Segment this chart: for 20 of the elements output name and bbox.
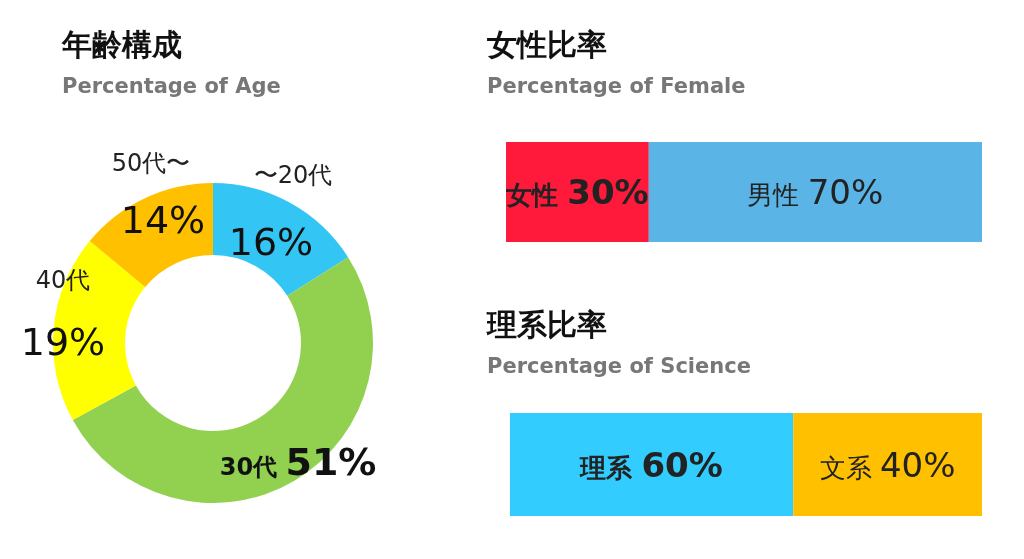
slice-label: 30代 bbox=[219, 452, 286, 481]
chart-title: 女性比率 bbox=[486, 27, 607, 62]
data-label: 70% bbox=[807, 172, 884, 212]
chart-title: 理系比率 bbox=[486, 307, 607, 342]
series-label: 理系 bbox=[579, 452, 642, 483]
data-label: 40% bbox=[879, 444, 956, 485]
chart-subtitle: Percentage of Age bbox=[62, 74, 281, 98]
series-label: 女性 bbox=[505, 180, 568, 210]
slice-label: 50代〜 bbox=[111, 149, 191, 177]
chart-subtitle: Percentage of Science bbox=[487, 354, 751, 378]
chart-subtitle: Percentage of Female bbox=[487, 74, 746, 98]
data-label: 16% bbox=[228, 220, 314, 264]
data-label: 60% bbox=[641, 444, 723, 485]
series-label: 男性 bbox=[747, 180, 808, 210]
chart-title: 年齢構成 bbox=[61, 27, 182, 62]
data-label: 14% bbox=[120, 198, 206, 242]
data-label: 30% bbox=[567, 172, 649, 212]
slice-label: 〜20代 bbox=[253, 161, 333, 189]
series-label: 文系 bbox=[819, 452, 880, 483]
slice-label: 40代 bbox=[35, 266, 91, 294]
